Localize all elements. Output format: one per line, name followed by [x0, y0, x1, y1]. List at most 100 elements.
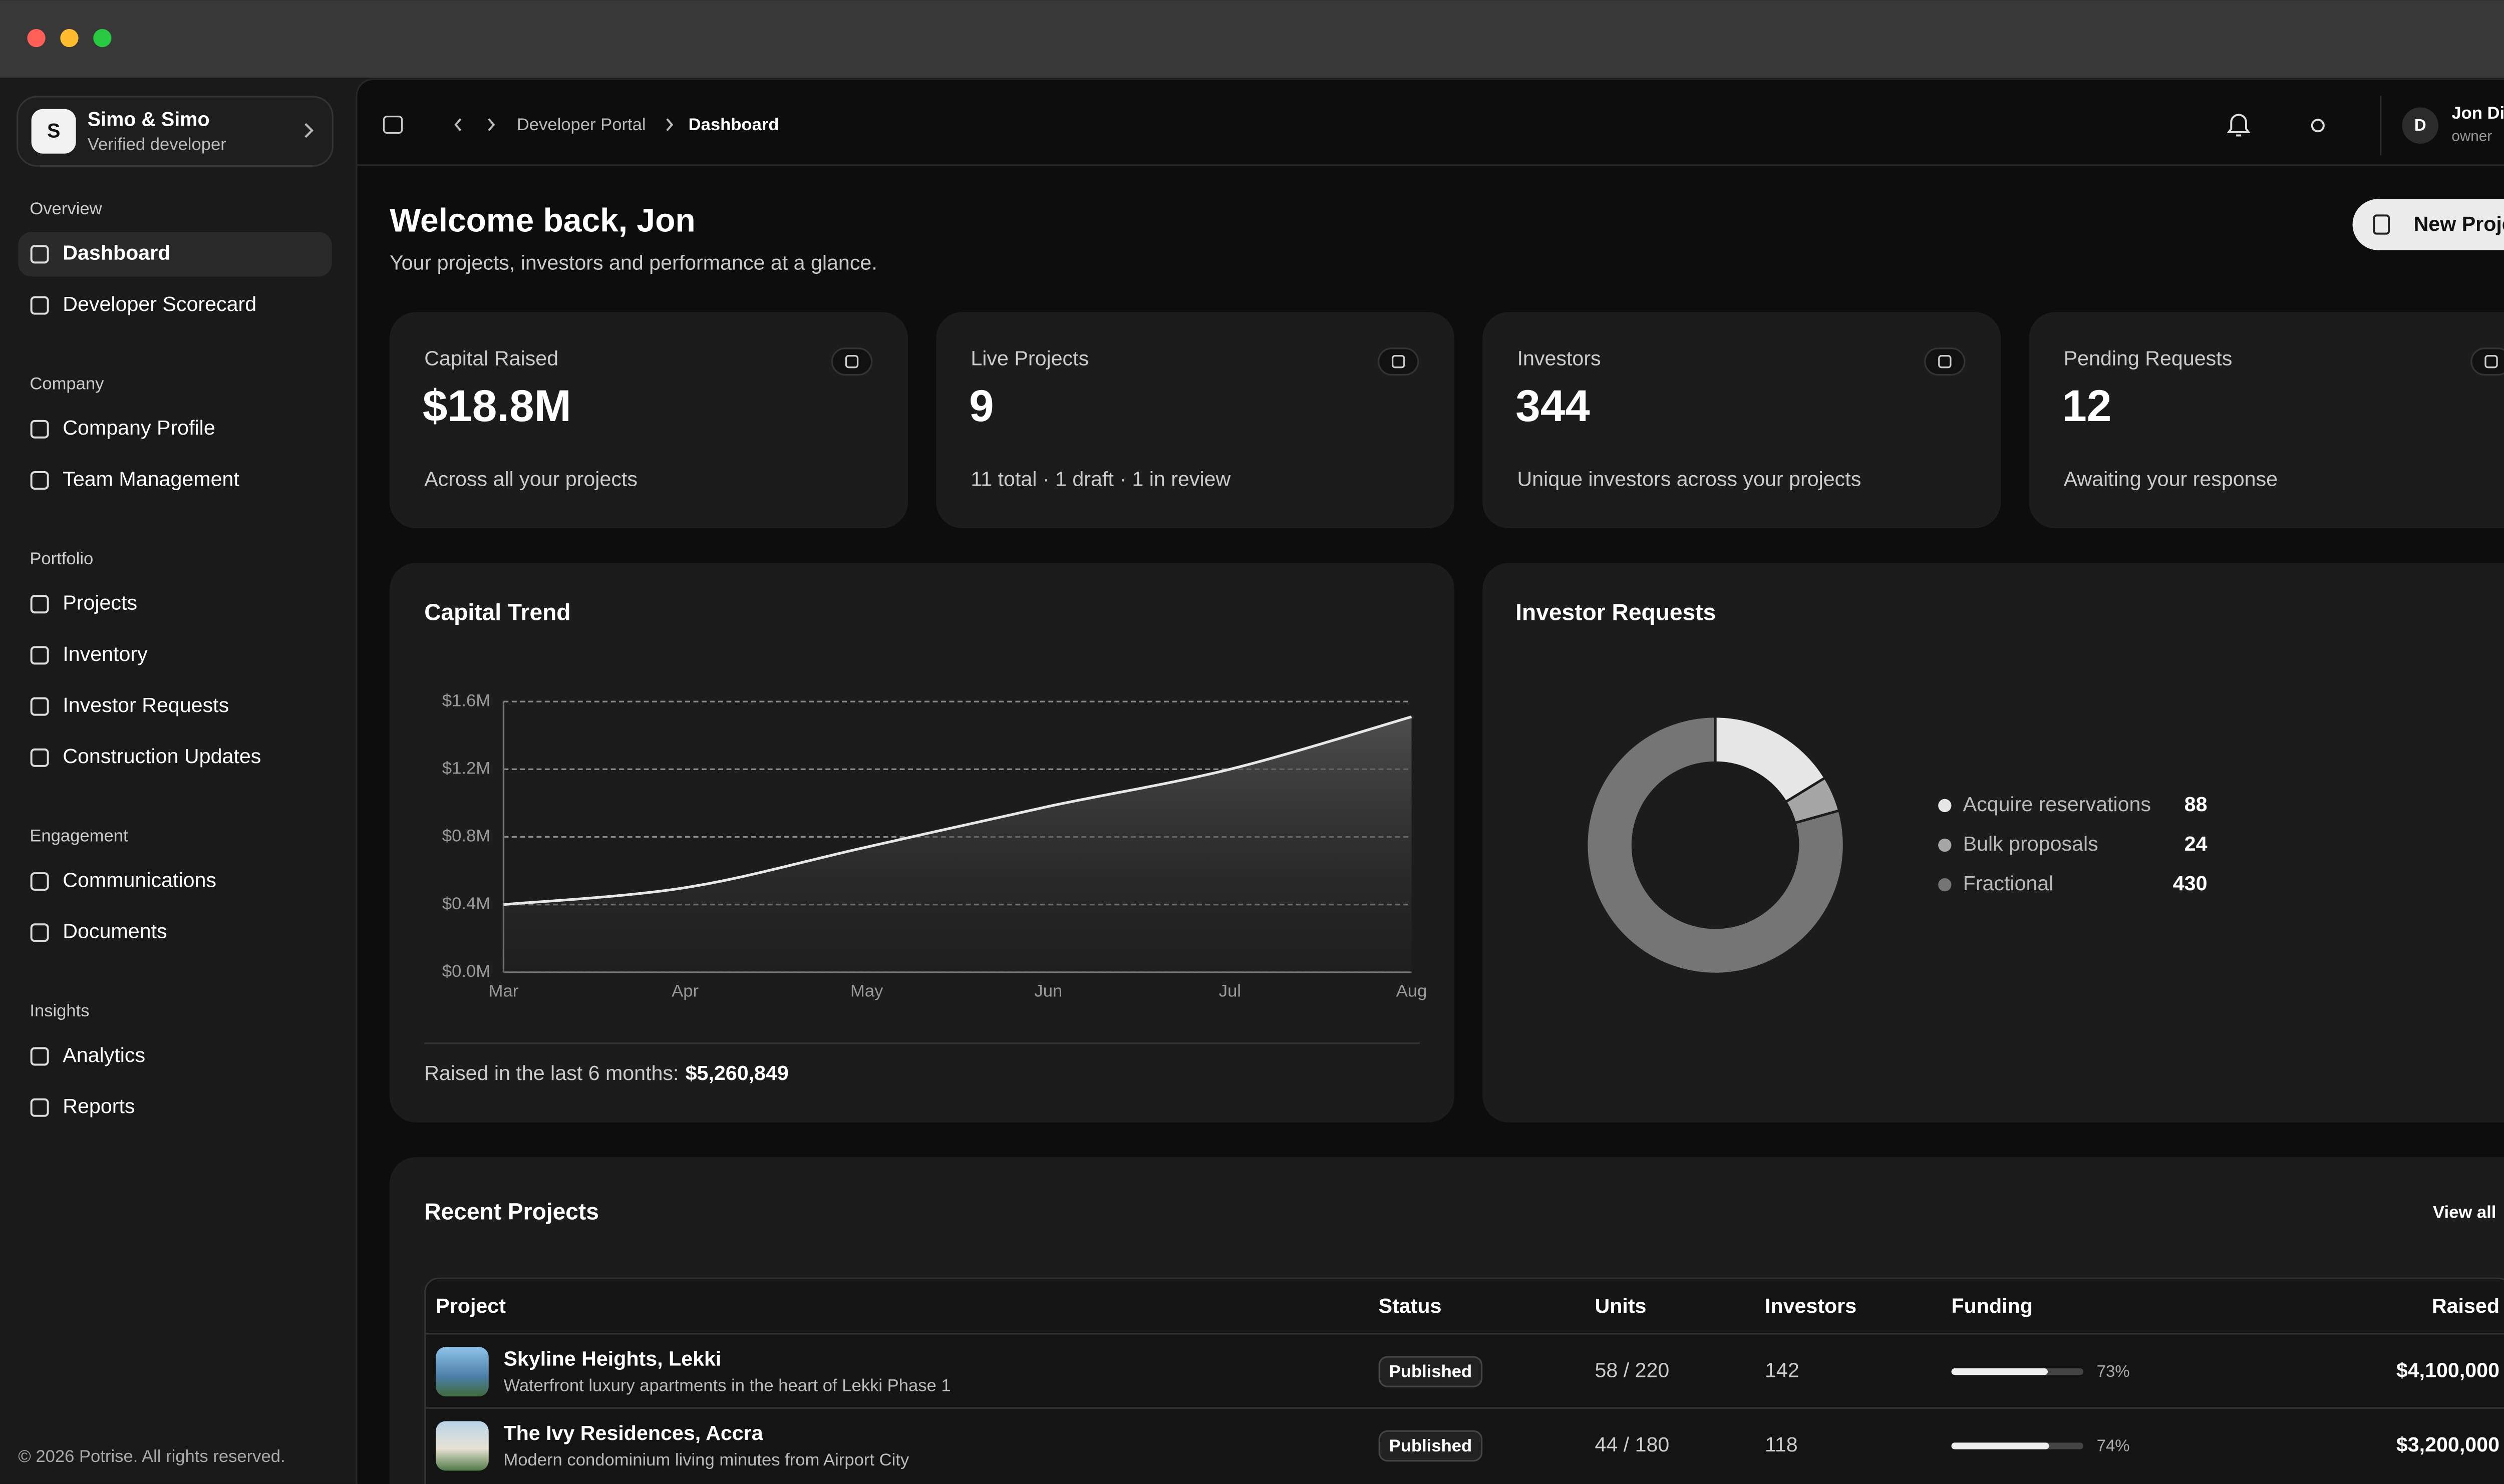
chart-footer: Raised in the last 6 months: $5,260,849: [424, 1061, 789, 1084]
minimize-button[interactable]: [60, 29, 79, 48]
stat-icon: [1377, 347, 1419, 376]
column-header: Funding: [1952, 1294, 2033, 1317]
stat-label: Investors: [1517, 347, 1601, 370]
org-initial: S: [47, 120, 60, 142]
stat-icon: [1924, 347, 1966, 376]
stat-value: $18.8M: [423, 381, 571, 431]
line: [503, 715, 1412, 906]
stat-glyph: [1938, 354, 1952, 368]
button-icon: [2373, 214, 2390, 235]
nav-group-label: Engagement: [30, 827, 128, 846]
close-button[interactable]: [27, 29, 46, 48]
view-all-link[interactable]: View all: [2433, 1203, 2496, 1222]
zoom-button[interactable]: [93, 29, 112, 48]
user-initial: D: [2414, 116, 2426, 134]
legend-dot: [1938, 838, 1952, 852]
project-description: Waterfront luxury apartments in the hear…: [503, 1376, 951, 1395]
nav-group-label: Portfolio: [30, 549, 93, 568]
nav-item[interactable]: Developer Scorecard: [63, 292, 256, 315]
investors: 118: [1765, 1433, 1798, 1456]
status-badge: [1378, 1356, 1483, 1387]
org-name: Simo & Simo: [88, 108, 210, 130]
nav-icon: [30, 1098, 49, 1117]
funding-label: 74%: [2097, 1436, 2130, 1454]
breadcrumb-current: Dashboard: [689, 115, 779, 134]
column-header: Status: [1379, 1294, 1442, 1317]
stat-note: Across all your projects: [424, 467, 638, 490]
project-thumbnail: [436, 1347, 489, 1397]
chevron: [304, 123, 314, 138]
status-label: Published: [1389, 1436, 1472, 1455]
nav-item[interactable]: Inventory: [63, 642, 148, 665]
stat-value: 12: [2062, 381, 2111, 431]
nav-item[interactable]: Investor Requests: [63, 693, 229, 716]
y-tick-label: $1.6M: [442, 691, 490, 710]
nav-icon: [30, 471, 49, 490]
breadcrumb-sep: [666, 118, 674, 131]
stat-card: [1482, 312, 2001, 529]
nav-icon: [30, 420, 49, 439]
units: 44 / 180: [1595, 1433, 1669, 1456]
new-project-button[interactable]: [2352, 199, 2504, 250]
stat-icon: [2470, 347, 2504, 376]
breadcrumb-link[interactable]: Developer Portal: [517, 115, 646, 134]
nav-group-label: Insights: [30, 1001, 89, 1020]
x-tick-label: Aug: [1396, 982, 1427, 1001]
project-thumbnail: [436, 1421, 489, 1471]
org-subtitle: Verified developer: [88, 135, 226, 154]
user-role: owner: [2451, 128, 2492, 145]
nav-item[interactable]: Documents: [63, 920, 167, 943]
sidebar-toggle[interactable]: [383, 115, 403, 134]
nav-item[interactable]: Company Profile: [63, 416, 215, 439]
legend-dot: [1938, 878, 1952, 892]
funding-bar: [1951, 1368, 2048, 1375]
stat-card: [936, 312, 1455, 529]
back-button[interactable]: [454, 118, 462, 131]
y-tick-label: $0.0M: [442, 962, 490, 981]
nav-icon: [30, 245, 49, 264]
stat-glyph: [845, 354, 859, 368]
project-name[interactable]: Skyline Heights, Lekki: [503, 1347, 721, 1370]
title-bar: [0, 0, 2504, 78]
y-tick-label: $0.4M: [442, 894, 490, 913]
x-tick-label: Mar: [489, 982, 519, 1001]
footer: © 2026 Potrise. All rights reserved.: [18, 1447, 285, 1466]
chart-title: Investor Requests: [1515, 599, 1716, 625]
nav-item[interactable]: Dashboard: [63, 241, 170, 264]
nav-item[interactable]: Projects: [63, 591, 137, 614]
nav-active-bg: [18, 232, 332, 277]
card-title: Recent Projects: [424, 1198, 599, 1224]
donut-segment: [1585, 715, 1845, 975]
nav-item[interactable]: Team Management: [63, 467, 239, 490]
stat-label: Pending Requests: [2064, 347, 2233, 370]
user-avatar[interactable]: [2402, 107, 2439, 144]
y-tick-label: $0.8M: [442, 827, 490, 846]
nav-item[interactable]: Reports: [63, 1094, 135, 1118]
theme-toggle[interactable]: [2311, 119, 2325, 133]
org-switcher[interactable]: [16, 96, 334, 167]
status-badge: [1378, 1430, 1483, 1462]
y-tick-label: $1.2M: [442, 759, 490, 778]
raised: $4,100,000: [2396, 1359, 2499, 1382]
x-tick-label: Jul: [1219, 982, 1241, 1001]
x-tick-label: Jun: [1034, 982, 1062, 1001]
page-subtitle: Your projects, investors and performance…: [390, 251, 877, 274]
nav-item[interactable]: Construction Updates: [63, 745, 261, 768]
footer-value: $5,260,849: [686, 1061, 789, 1084]
forward-button[interactable]: [488, 118, 495, 131]
nav-icon: [30, 646, 49, 665]
legend-label: Acquire reservations: [1963, 793, 2151, 816]
button-label: New Project: [2414, 212, 2504, 235]
notifications-button[interactable]: [2227, 114, 2251, 137]
nav-icon: [30, 923, 49, 942]
legend-label: Bulk proposals: [1963, 832, 2098, 855]
nav-item[interactable]: Analytics: [63, 1043, 145, 1066]
nav-item[interactable]: Communications: [63, 868, 216, 891]
investors: 142: [1765, 1359, 1799, 1382]
column-header: Raised: [2432, 1294, 2499, 1317]
project-name[interactable]: The Ivy Residences, Accra: [503, 1421, 763, 1444]
user-name: Jon Diku: [2451, 104, 2504, 123]
stat-card: [389, 312, 908, 529]
